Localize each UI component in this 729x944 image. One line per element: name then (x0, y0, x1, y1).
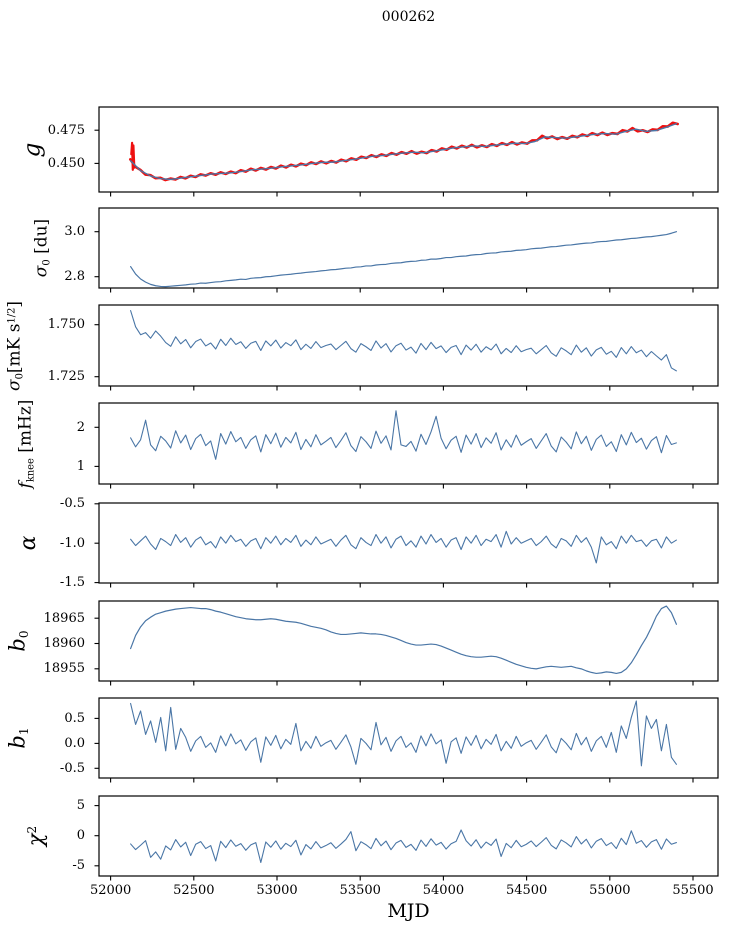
y-tick-label-b0: 18965 (43, 610, 85, 626)
y-axis-label-part: f (15, 481, 36, 488)
axis-ticks (94, 324, 694, 391)
y-axis-label-part: g (19, 142, 46, 157)
y-axis-label-part: 0 (17, 630, 32, 639)
axes-frame (98, 304, 719, 387)
axes-frame (98, 600, 719, 682)
x-tick-label: 52000 (89, 883, 132, 898)
sigma0-mks-line (130, 310, 677, 372)
y-axis-label-part: [mHz] (15, 399, 36, 458)
y-axis-label-part: [du] (31, 218, 52, 260)
sigma0-du-line (130, 231, 678, 288)
x-tick-label: 53000 (256, 883, 298, 898)
y-tick-label-fknee: 2 (76, 419, 85, 435)
plot-title: 000262 (381, 9, 436, 25)
axis-ticks (94, 805, 694, 881)
x-tick-label: 52500 (173, 883, 215, 898)
axes-frame (98, 402, 719, 485)
b1-line (130, 700, 677, 767)
x-tick-label: 55000 (589, 883, 631, 898)
x-axis-title: MJD (387, 900, 430, 922)
y-tick-label-sigma0-du: 2.8 (64, 269, 85, 285)
y-tick-label-sigma0-mks: 1.725 (47, 369, 85, 385)
y-axis-label-part: b (5, 638, 30, 652)
axis-ticks (94, 717, 694, 783)
y-axis-label-alpha: α (16, 535, 41, 551)
y-axis-label-part: 0 (41, 259, 53, 266)
fknee-line (130, 410, 677, 460)
y-axis-label-part: σ (31, 265, 52, 278)
y-tick-label-fknee: 1 (76, 458, 85, 474)
b0-line (130, 605, 678, 675)
x-tick-label: 55500 (672, 883, 714, 898)
y-tick-label-b0: 18960 (43, 636, 85, 652)
y-tick-label-alpha: -1.5 (59, 575, 85, 591)
y-axis-label-part: 0 (14, 372, 26, 379)
y-tick-label-alpha: -1.0 (59, 535, 85, 551)
y-axis-label-b0: b0 (5, 630, 32, 652)
alpha-line (130, 530, 677, 564)
y-tick-label-g: 0.450 (47, 155, 85, 171)
y-axis-label-fknee: fknee [mHz] (15, 399, 37, 488)
subplot-sigma0-mks (94, 304, 719, 391)
g-line-blue (129, 122, 678, 181)
y-axis-label-part: 1/2 (6, 307, 18, 324)
x-tick-label: 53500 (339, 883, 381, 898)
y-tick-label-b1: 0.0 (64, 735, 85, 751)
y-axis-label-chi2: χ2 (23, 825, 48, 847)
subplot-sigma0-du (94, 207, 719, 293)
axes-frame (98, 207, 719, 289)
subplot-b1 (94, 697, 719, 783)
axes-frame (98, 795, 719, 877)
y-tick-label-alpha: -0.5 (59, 496, 85, 512)
y-axis-label-part: [mK s (4, 323, 25, 373)
g-start-spike-red (130, 141, 136, 171)
y-axis-label-part: 1 (17, 727, 32, 736)
subplot-b0 (94, 600, 719, 686)
y-tick-label-b1: -0.5 (59, 760, 85, 776)
axis-ticks (94, 231, 694, 293)
subplot-chi2 (94, 795, 719, 881)
y-tick-label-chi2: -5 (72, 858, 85, 874)
subplot-fknee (94, 402, 719, 489)
y-axis-label-sigma0-du: σ0 [du] (31, 218, 53, 278)
subplot-alpha (94, 502, 719, 588)
y-tick-label-chi2: 5 (76, 798, 85, 814)
x-tick-label: 54500 (505, 883, 548, 898)
axis-ticks (94, 426, 694, 489)
y-axis-label-g: g (19, 142, 46, 157)
chi2-line (130, 829, 677, 864)
axes-frame (98, 502, 719, 584)
y-tick-label-g: 0.475 (47, 122, 85, 138)
axis-ticks (94, 129, 694, 197)
axis-ticks (94, 503, 694, 588)
y-axis-label-part: α (16, 535, 41, 551)
y-axis-label-sigma0-mks: σ0[mK s1/2] (4, 300, 26, 391)
y-axis-label-part: 2 (24, 825, 39, 834)
y-tick-label-sigma0-du: 3.0 (64, 224, 85, 240)
y-tick-label-b0: 18955 (43, 661, 85, 677)
y-axis-label-part: b (5, 735, 30, 749)
subplot-g (94, 106, 719, 197)
y-tick-label-chi2: 0 (76, 828, 85, 844)
axes-frame (98, 106, 719, 193)
y-axis-label-part: ] (4, 300, 25, 308)
y-tick-label-sigma0-mks: 1.750 (47, 317, 85, 333)
x-tick-label: 54000 (422, 883, 465, 898)
y-axis-label-part: χ (23, 833, 48, 847)
y-axis-label-part: knee (25, 457, 37, 482)
y-tick-label-b1: 0.5 (64, 710, 85, 726)
g-scatter-red (128, 121, 680, 182)
y-axis-label-part: σ (4, 378, 25, 391)
axes-frame (98, 697, 719, 779)
axis-ticks (94, 617, 694, 686)
y-axis-label-b1: b1 (5, 727, 32, 749)
